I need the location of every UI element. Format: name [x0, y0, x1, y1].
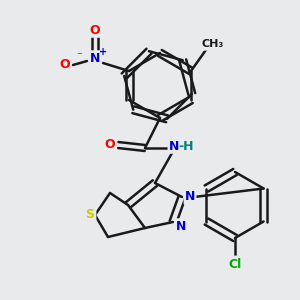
Text: Cl: Cl: [228, 257, 242, 271]
Text: O: O: [60, 58, 70, 71]
Text: O: O: [105, 139, 115, 152]
Text: N: N: [90, 52, 100, 64]
Text: N: N: [169, 140, 179, 152]
Text: N: N: [185, 190, 195, 203]
Text: -H: -H: [178, 140, 194, 152]
Text: CH₃: CH₃: [202, 39, 224, 49]
Text: O: O: [90, 23, 100, 37]
Text: S: S: [85, 208, 94, 221]
Text: N: N: [176, 220, 186, 232]
Text: ⁻: ⁻: [76, 51, 82, 61]
Text: +: +: [99, 47, 107, 57]
